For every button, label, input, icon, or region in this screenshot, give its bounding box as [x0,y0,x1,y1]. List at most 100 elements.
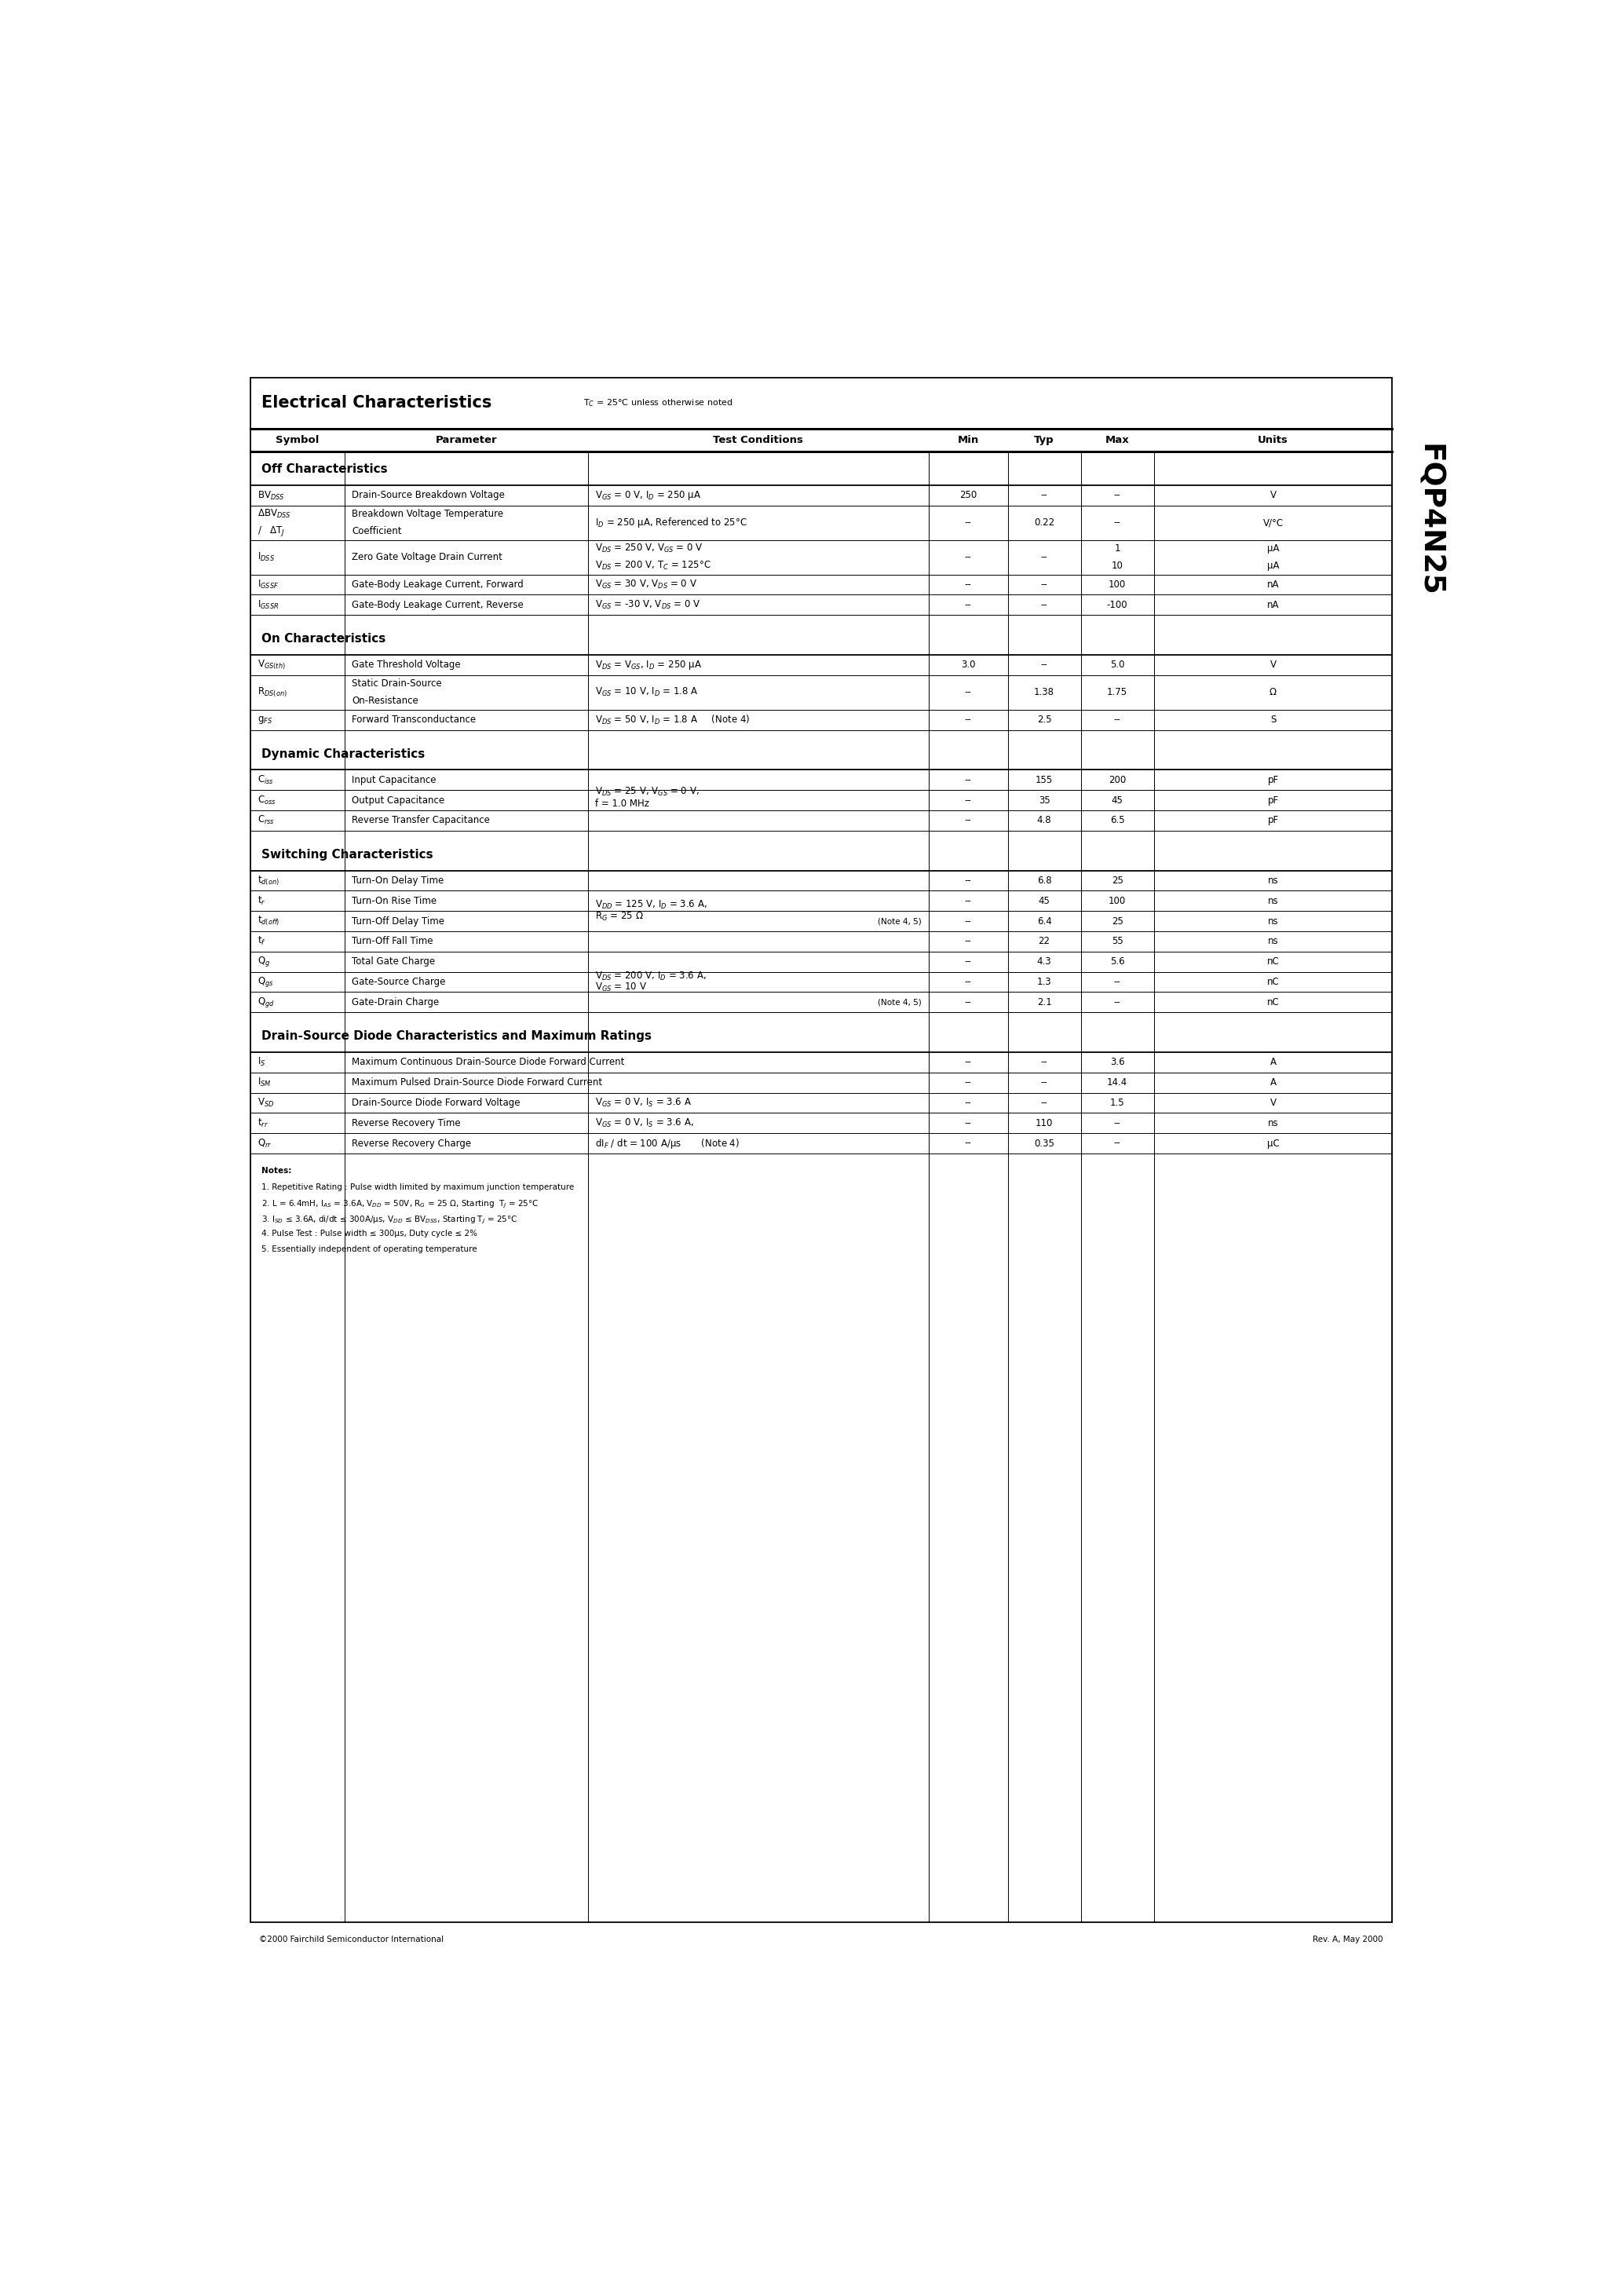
Text: V$_{GS}$ = 0 V, I$_S$ = 3.6 A: V$_{GS}$ = 0 V, I$_S$ = 3.6 A [595,1097,691,1109]
Text: I$_{DSS}$: I$_{DSS}$ [258,551,274,563]
Text: 0.35: 0.35 [1035,1139,1054,1148]
Text: Gate-Drain Charge: Gate-Drain Charge [352,996,440,1008]
Text: 110: 110 [1035,1118,1053,1127]
Text: --: -- [1114,714,1121,726]
Text: Drain-Source Diode Characteristics and Maximum Ratings: Drain-Source Diode Characteristics and M… [261,1031,652,1042]
Text: -100: -100 [1106,599,1127,611]
Text: 100: 100 [1108,579,1126,590]
Text: --: -- [1041,599,1048,611]
Text: nC: nC [1267,957,1280,967]
Text: 25: 25 [1111,916,1122,925]
Text: pF: pF [1267,794,1278,806]
Text: V$_{DS}$ = 50 V, I$_D$ = 1.8 A     (Note 4): V$_{DS}$ = 50 V, I$_D$ = 1.8 A (Note 4) [595,714,749,726]
Text: 5.0: 5.0 [1109,659,1124,670]
Text: --: -- [965,895,972,907]
Text: V: V [1270,1097,1277,1109]
Text: 6.5: 6.5 [1109,815,1124,827]
Text: dI$_F$ / dt = 100 A/μs       (Note 4): dI$_F$ / dt = 100 A/μs (Note 4) [595,1137,740,1150]
Text: μC: μC [1267,1139,1280,1148]
Text: --: -- [965,976,972,987]
Text: 1: 1 [1114,544,1121,553]
Text: Turn-Off Delay Time: Turn-Off Delay Time [352,916,444,925]
Text: μA: μA [1267,560,1280,572]
Text: Gate-Body Leakage Current, Reverse: Gate-Body Leakage Current, Reverse [352,599,524,611]
Text: Maximum Continuous Drain-Source Diode Forward Current: Maximum Continuous Drain-Source Diode Fo… [352,1056,624,1068]
Text: 14.4: 14.4 [1106,1077,1127,1088]
Text: Input Capacitance: Input Capacitance [352,774,436,785]
Text: Zero Gate Voltage Drain Current: Zero Gate Voltage Drain Current [352,551,503,563]
Text: Notes:: Notes: [261,1166,292,1176]
Text: V$_{DS}$ = 25 V, V$_{GS}$ = 0 V,: V$_{DS}$ = 25 V, V$_{GS}$ = 0 V, [595,785,699,799]
Text: --: -- [1114,976,1121,987]
Text: V: V [1270,659,1277,670]
Text: 4.3: 4.3 [1036,957,1051,967]
Text: (Note 4, 5): (Note 4, 5) [878,999,921,1006]
Text: Min: Min [957,434,978,445]
Text: V: V [1270,491,1277,501]
Text: V$_{DS}$ = 250 V, V$_{GS}$ = 0 V: V$_{DS}$ = 250 V, V$_{GS}$ = 0 V [595,542,704,556]
Text: R$_{DS(on)}$: R$_{DS(on)}$ [258,687,287,698]
Text: 100: 100 [1108,895,1126,907]
Text: ns: ns [1268,1118,1278,1127]
Text: --: -- [965,815,972,827]
Text: 45: 45 [1111,794,1122,806]
Text: I$_{SM}$: I$_{SM}$ [258,1077,271,1088]
Text: 1.38: 1.38 [1035,687,1054,698]
Text: Static Drain-Source: Static Drain-Source [352,680,441,689]
Text: --: -- [1114,1139,1121,1148]
Text: Dynamic Characteristics: Dynamic Characteristics [261,748,425,760]
Text: ΔBV$_{DSS}$: ΔBV$_{DSS}$ [258,507,290,521]
Text: V$_{DS}$ = V$_{GS}$, I$_D$ = 250 μA: V$_{DS}$ = V$_{GS}$, I$_D$ = 250 μA [595,659,702,670]
Text: nA: nA [1267,599,1280,611]
Text: T$_C$ = 25°C unless otherwise noted: T$_C$ = 25°C unless otherwise noted [584,397,733,409]
Text: Parameter: Parameter [435,434,496,445]
Text: A: A [1270,1056,1277,1068]
Text: 4. Pulse Test : Pulse width ≤ 300μs, Duty cycle ≤ 2%: 4. Pulse Test : Pulse width ≤ 300μs, Dut… [261,1231,477,1238]
Text: Total Gate Charge: Total Gate Charge [352,957,435,967]
Text: --: -- [965,794,972,806]
Text: ns: ns [1268,916,1278,925]
Text: V$_{GS}$ = -30 V, V$_{DS}$ = 0 V: V$_{GS}$ = -30 V, V$_{DS}$ = 0 V [595,599,701,611]
Text: V$_{GS(th)}$: V$_{GS(th)}$ [258,659,285,670]
Text: 3.0: 3.0 [960,659,975,670]
Text: --: -- [965,916,972,925]
Text: V$_{GS}$ = 0 V, I$_D$ = 250 μA: V$_{GS}$ = 0 V, I$_D$ = 250 μA [595,489,701,503]
Text: Test Conditions: Test Conditions [714,434,803,445]
Text: --: -- [1114,996,1121,1008]
Text: Gate-Source Charge: Gate-Source Charge [352,976,446,987]
Text: --: -- [1041,659,1048,670]
Text: 1.3: 1.3 [1036,976,1051,987]
Text: Off Characteristics: Off Characteristics [261,464,388,475]
Text: V$_{DS}$ = 200 V, T$_C$ = 125°C: V$_{DS}$ = 200 V, T$_C$ = 125°C [595,560,710,572]
Text: --: -- [1041,579,1048,590]
Text: --: -- [1041,1097,1048,1109]
Text: 2.5: 2.5 [1036,714,1051,726]
Text: Coefficient: Coefficient [352,526,402,537]
Text: BV$_{DSS}$: BV$_{DSS}$ [258,489,285,501]
Text: t$_r$: t$_r$ [258,895,266,907]
Text: Q$_{rr}$: Q$_{rr}$ [258,1137,272,1150]
Text: --: -- [965,1056,972,1068]
Text: μA: μA [1267,544,1280,553]
Text: --: -- [965,714,972,726]
Text: pF: pF [1267,815,1278,827]
Text: Symbol: Symbol [276,434,320,445]
Text: /   ΔT$_J$: / ΔT$_J$ [258,526,285,537]
Text: Breakdown Voltage Temperature: Breakdown Voltage Temperature [352,510,503,519]
Text: V$_{GS}$ = 10 V, I$_D$ = 1.8 A: V$_{GS}$ = 10 V, I$_D$ = 1.8 A [595,687,697,698]
Text: V$_{DD}$ = 125 V, I$_D$ = 3.6 A,: V$_{DD}$ = 125 V, I$_D$ = 3.6 A, [595,900,707,912]
Text: --: -- [965,599,972,611]
Text: 1. Repetitive Rating : Pulse width limited by maximum junction temperature: 1. Repetitive Rating : Pulse width limit… [261,1182,574,1192]
Text: V$_{GS}$ = 0 V, I$_S$ = 3.6 A,: V$_{GS}$ = 0 V, I$_S$ = 3.6 A, [595,1118,694,1130]
Text: V/°C: V/°C [1264,517,1283,528]
Text: ns: ns [1268,895,1278,907]
Text: 5.6: 5.6 [1109,957,1124,967]
Text: --: -- [1041,491,1048,501]
Text: Reverse Recovery Time: Reverse Recovery Time [352,1118,461,1127]
Text: I$_{GSSF}$: I$_{GSSF}$ [258,579,279,590]
Bar [250,379,1392,1922]
Text: --: -- [965,1077,972,1088]
Text: --: -- [965,517,972,528]
Text: t$_{d(on)}$: t$_{d(on)}$ [258,875,279,886]
Text: t$_{rr}$: t$_{rr}$ [258,1118,269,1130]
